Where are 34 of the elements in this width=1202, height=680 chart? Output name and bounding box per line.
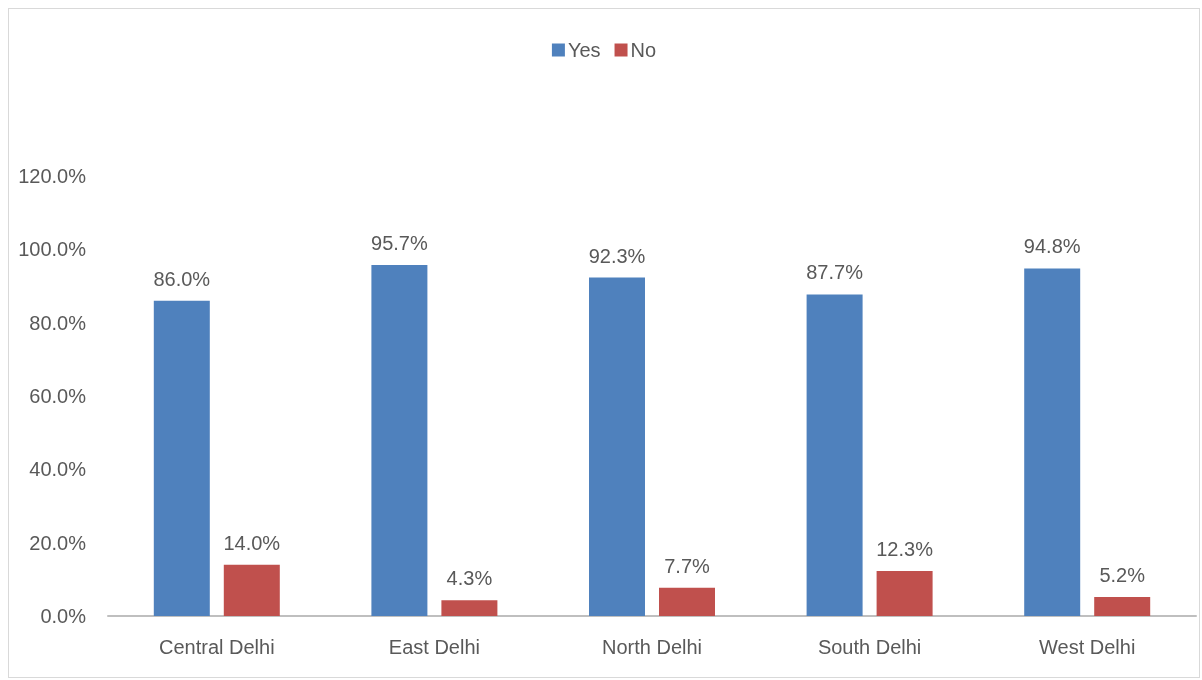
data-label: 95.7% — [371, 232, 428, 255]
y-tick-label: 0.0% — [40, 605, 87, 627]
y-tick-label: 40.0% — [29, 458, 87, 481]
bar — [589, 277, 645, 616]
bar — [371, 265, 428, 616]
bar — [1094, 596, 1151, 616]
bar — [659, 587, 715, 616]
y-tick-label: 60.0% — [29, 385, 87, 407]
y-tick-label: 100.0% — [18, 238, 87, 261]
bar — [153, 300, 210, 616]
data-label: 86.0% — [153, 267, 211, 290]
x-tick-label: South Delhi — [817, 636, 922, 658]
bar — [1024, 268, 1081, 616]
y-tick-label: 120.0% — [18, 165, 87, 187]
y-tick-label: 20.0% — [29, 531, 87, 554]
data-label: 87.7% — [806, 261, 864, 284]
x-tick-label: Central Delhi — [159, 636, 275, 658]
data-label: 5.2% — [1099, 563, 1146, 586]
data-label: 7.7% — [664, 554, 711, 577]
data-label: 12.3% — [876, 537, 934, 560]
bar — [441, 600, 498, 616]
bar — [806, 294, 863, 616]
legend-label: No — [630, 39, 657, 61]
bar — [223, 564, 280, 616]
y-tick-label: 80.0% — [29, 311, 87, 334]
x-tick-label: East Delhi — [388, 636, 480, 658]
x-tick-label: West Delhi — [1039, 636, 1136, 658]
bar — [876, 570, 933, 616]
legend-label: Yes — [567, 39, 601, 61]
x-tick-label: North Delhi — [601, 636, 703, 658]
data-label: 92.3% — [588, 244, 646, 267]
data-label: 94.8% — [1023, 235, 1081, 258]
data-label: 4.3% — [446, 567, 493, 590]
data-label: 14.0% — [223, 531, 281, 554]
